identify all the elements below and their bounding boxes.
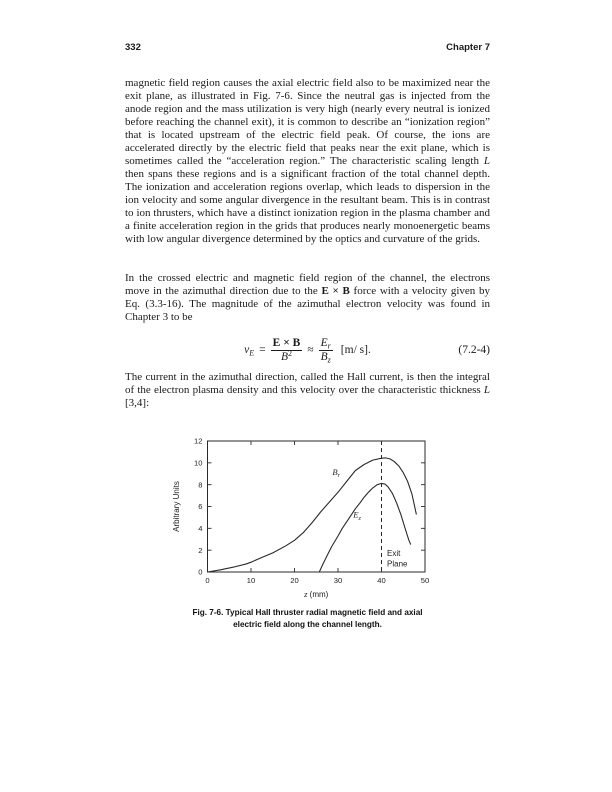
- x-tick-label: 40: [377, 576, 385, 585]
- paragraph-3-text-cont: [3,4]:: [125, 397, 150, 409]
- radial-magnetic-field-curve: [206, 457, 417, 573]
- paragraph-1-text-cont: then spans these regions and is a signif…: [125, 168, 490, 245]
- exit-plane-label-line2: Plane: [387, 560, 408, 569]
- paragraph-3: The current in the azimuthal direction, …: [125, 371, 490, 410]
- numerator-exb: E × B: [270, 336, 303, 351]
- paragraph-1-text: magnetic field region causes the axial e…: [125, 77, 490, 167]
- x-axis-label: z (mm): [303, 589, 329, 599]
- equation-lhs: vE: [244, 344, 255, 358]
- denominator-bz: Bz: [320, 350, 331, 364]
- y-tick-label: 12: [194, 437, 202, 446]
- fraction-er-over-bz: Er Bz: [318, 336, 333, 364]
- x-tick-label: 0: [205, 576, 209, 585]
- equation-number: (7.2-4): [458, 344, 490, 356]
- paragraph-3-text: The current in the azimuthal direction, …: [125, 371, 490, 396]
- thickness-symbol: L: [483, 384, 490, 396]
- denominator-b2: B2: [280, 348, 293, 363]
- figure-caption-line1: Fig. 7-6. Typical Hall thruster radial m…: [192, 608, 423, 617]
- paragraph-2: In the crossed electric and magnetic fie…: [125, 272, 490, 324]
- x-tick-label: 50: [421, 576, 429, 585]
- x-tick-label: 30: [334, 576, 342, 585]
- equation-7-2-4: vE = E × B B2 ≈ Er Bz [m/ s]. (7.2-4): [125, 331, 490, 369]
- scaling-length-symbol: L: [483, 155, 490, 167]
- figure-caption: Fig. 7-6. Typical Hall thruster radial m…: [125, 607, 490, 630]
- y-tick-label: 10: [194, 459, 202, 468]
- e-cross-b-symbol: E × B: [321, 285, 350, 297]
- equals-sign: =: [259, 344, 266, 356]
- exit-plane-label-line1: Exit: [387, 549, 401, 558]
- axial-electric-field-label: Ez: [352, 509, 361, 521]
- y-tick-label: 4: [198, 524, 202, 533]
- chapter-label: Chapter 7: [446, 42, 490, 53]
- y-tick-label: 2: [198, 546, 202, 555]
- fraction-exb-over-b2: E × B B2: [270, 336, 303, 364]
- axial-electric-field-curve: [318, 482, 412, 573]
- paragraph-1: magnetic field region causes the axial e…: [125, 77, 490, 246]
- equation-units: [m/ s].: [340, 344, 371, 356]
- x-tick-label: 20: [290, 576, 298, 585]
- running-header: 332 Chapter 7: [125, 42, 490, 53]
- page-number: 332: [125, 42, 141, 53]
- equation-body: vE = E × B B2 ≈ Er Bz [m/ s].: [125, 331, 490, 369]
- y-tick-label: 8: [198, 480, 202, 489]
- numerator-er: Er: [318, 336, 333, 351]
- radial-magnetic-field-label: Br: [332, 467, 340, 479]
- figure-caption-line2: electric field along the channel length.: [233, 619, 382, 629]
- paragraph-2-text: In the crossed electric and magnetic fie…: [125, 272, 490, 297]
- y-axis-label: Arbitrary Units: [172, 481, 181, 532]
- paragraph-2-text-cont: force with a velocity given by Eq. (3.3-…: [125, 285, 491, 323]
- y-tick-label: 6: [198, 502, 202, 511]
- y-tick-label: 0: [198, 568, 202, 577]
- x-tick-label: 10: [247, 576, 255, 585]
- figure-7-6-chart: 0 10 20 30 40 50 0 2 4 6 8 10 12 Br Ez Exit Plane Arbitra…: [172, 437, 429, 599]
- approx-sign: ≈: [307, 344, 314, 356]
